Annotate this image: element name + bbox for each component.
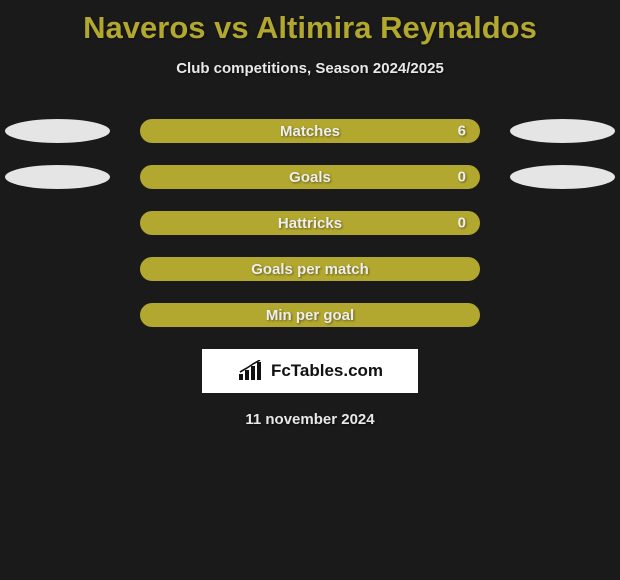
stat-pill: Matches 6 — [140, 119, 480, 143]
stat-row: Matches 6 — [0, 119, 620, 143]
stat-value: 6 — [458, 123, 466, 140]
stat-pill: Min per goal — [140, 303, 480, 327]
stat-value: 0 — [458, 169, 466, 186]
stat-pill: Goals 0 — [140, 165, 480, 189]
chart-icon — [237, 360, 265, 382]
stat-label: Goals — [289, 169, 331, 186]
stats-container: Matches 6 Goals 0 Hattricks 0 Goals per match M… — [0, 119, 620, 327]
branding-badge[interactable]: FcTables.com — [202, 349, 418, 393]
stat-pill: Hattricks 0 — [140, 211, 480, 235]
stat-label: Min per goal — [266, 307, 354, 324]
player-right-ellipse — [510, 165, 615, 189]
stat-row: Hattricks 0 — [0, 211, 620, 235]
player-right-ellipse — [510, 119, 615, 143]
stat-row: Goals per match — [0, 257, 620, 281]
date-label: 11 november 2024 — [0, 411, 620, 428]
branding-text: FcTables.com — [271, 361, 383, 381]
stat-value: 0 — [458, 215, 466, 232]
player-left-ellipse — [5, 165, 110, 189]
stat-row: Goals 0 — [0, 165, 620, 189]
stat-label: Matches — [280, 123, 340, 140]
stat-row: Min per goal — [0, 303, 620, 327]
player-left-ellipse — [5, 119, 110, 143]
stat-label: Goals per match — [251, 261, 369, 278]
comparison-title: Naveros vs Altimira Reynaldos — [0, 0, 620, 46]
stat-pill: Goals per match — [140, 257, 480, 281]
stat-label: Hattricks — [278, 215, 342, 232]
comparison-subtitle: Club competitions, Season 2024/2025 — [0, 60, 620, 77]
